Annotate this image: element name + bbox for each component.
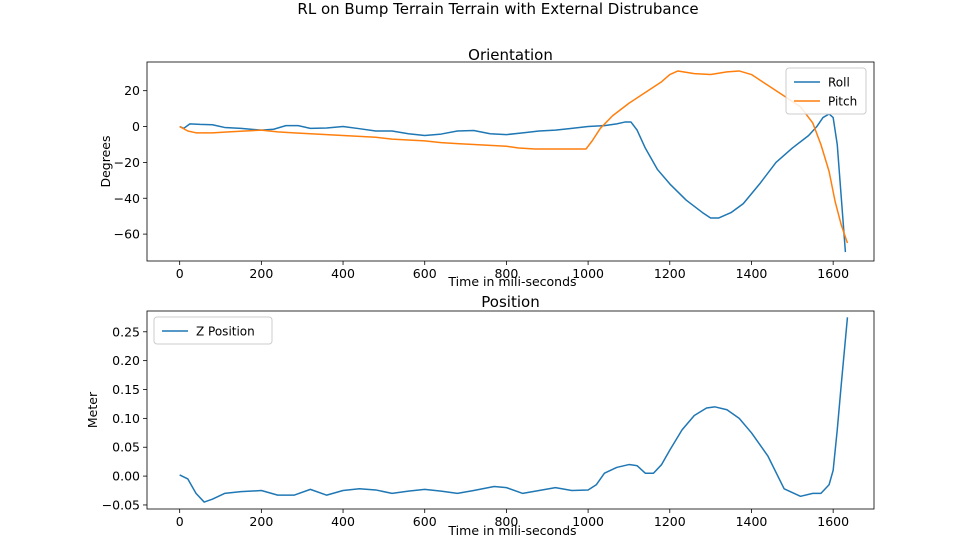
orientation-xtick-label: 400 [331, 266, 355, 281]
position-legend-box [153, 316, 273, 345]
position-xtick-label: 1600 [817, 514, 849, 529]
orientation-xtick-label: 600 [413, 266, 437, 281]
orientation-ytick-label: −60 [114, 227, 140, 242]
position-xtick-label: 400 [331, 514, 355, 529]
position-xtick-label: 1400 [736, 514, 768, 529]
orientation-legend: Roll Pitch [785, 67, 867, 115]
orientation-xtick-label: 1600 [817, 266, 849, 281]
position-xlabel: Time in mili-seconds [447, 523, 576, 538]
orientation-legend-box [785, 67, 867, 115]
position-xtick-label: 200 [249, 514, 273, 529]
position-xtick-label: 600 [413, 514, 437, 529]
position-xtick-label: 1200 [654, 514, 686, 529]
orientation-legend-label-pitch: Pitch [828, 95, 857, 109]
position-series-z-position-line [179, 317, 849, 503]
position-ylabel: Meter [85, 391, 100, 428]
position-legend-label-z-position: Z Position [196, 325, 255, 339]
position-ytick-label: −0.05 [102, 497, 140, 512]
position-xtick-label: 1000 [572, 514, 604, 529]
position-xtick-label: 800 [494, 514, 518, 529]
position-ytick-label: 0.25 [112, 324, 140, 339]
orientation-series-roll-line [179, 113, 847, 253]
orientation-xtick-label: 1200 [654, 266, 686, 281]
orientation-xtick-label: 1400 [736, 266, 768, 281]
orientation-xtick-label: 0 [176, 266, 184, 281]
orientation-ytick-label: 0 [132, 119, 140, 134]
orientation-xtick-label: 200 [249, 266, 273, 281]
orientation-xtick-label: 1000 [572, 266, 604, 281]
position-xtick-label: 0 [176, 514, 184, 529]
position-ytick-label: 0.20 [112, 353, 140, 368]
orientation-legend-label-roll: Roll [828, 76, 850, 90]
position-axes: Position 0 200 400 600 800 1000 1200 1400 1600 0.2… [85, 293, 875, 538]
orientation-ytick-label: −40 [114, 191, 140, 206]
orientation-series-pitch-line [179, 70, 849, 244]
position-ytick-label: 0.15 [112, 382, 140, 397]
position-legend: Z Position [153, 316, 273, 345]
position-ytick-label: 0.00 [112, 469, 140, 484]
position-ytick-label: 0.05 [112, 440, 140, 455]
orientation-ytick-label: −20 [114, 155, 140, 170]
figure-suptitle: RL on Bump Terrain Terrain with External… [297, 0, 698, 18]
orientation-title: Orientation [468, 46, 553, 64]
orientation-ylabel: Degrees [98, 135, 113, 187]
position-title: Position [481, 293, 539, 311]
position-ytick-label: 0.10 [112, 411, 140, 426]
orientation-xtick-label: 800 [494, 266, 518, 281]
orientation-ytick-label: 20 [124, 83, 140, 98]
orientation-xlabel: Time in mili-seconds [447, 274, 576, 289]
orientation-axes-frame [146, 61, 875, 262]
position-axes-frame [146, 310, 875, 510]
